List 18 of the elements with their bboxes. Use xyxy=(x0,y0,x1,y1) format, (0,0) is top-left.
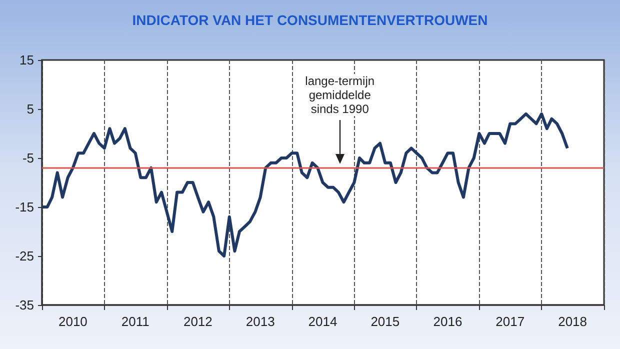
y-tick-label: 5 xyxy=(26,102,34,116)
y-tick-label: 15 xyxy=(20,52,34,68)
chart-title: INDICATOR VAN HET CONSUMENTENVERTROUWEN xyxy=(132,12,488,28)
x-tick-label: 2014 xyxy=(308,314,338,329)
x-tick-label: 2011 xyxy=(121,314,150,329)
x-tick-label: 2015 xyxy=(370,314,400,329)
x-tick-label: 2017 xyxy=(496,314,525,329)
x-tick-label: 2018 xyxy=(558,314,587,329)
x-tick-label: 2016 xyxy=(433,314,462,329)
x-tick-label: 2013 xyxy=(246,314,275,329)
x-tick-label: 2010 xyxy=(58,314,88,329)
y-tick-label: -25 xyxy=(15,248,34,264)
annotation: lange-termijn gemiddelde sinds 1990 xyxy=(305,74,375,116)
y-tick-label: -5 xyxy=(22,150,34,166)
y-tick-label: -15 xyxy=(15,200,34,214)
x-tick-label: 2012 xyxy=(183,314,212,329)
line-series xyxy=(40,112,569,258)
y-tick-label: -35 xyxy=(15,298,34,312)
